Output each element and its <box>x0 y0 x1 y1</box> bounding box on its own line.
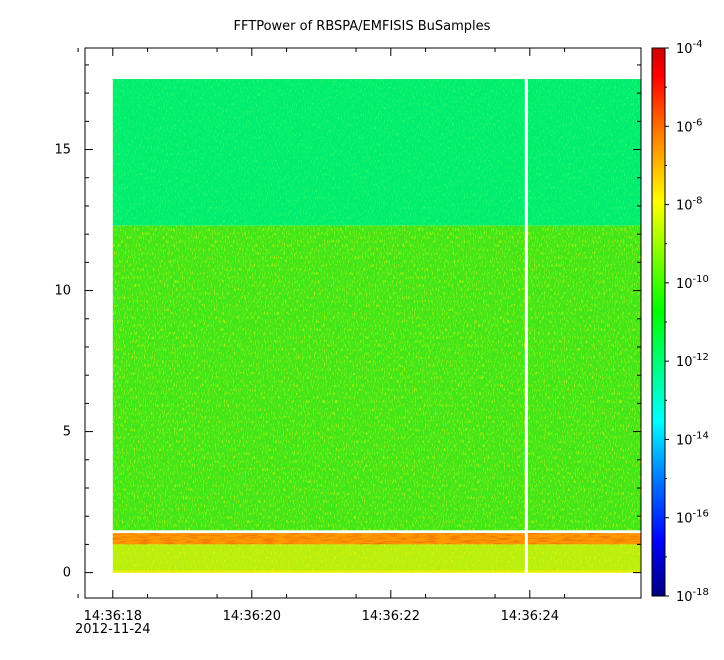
colorbar-tick-exponent: -10 <box>693 274 709 285</box>
colorbar-tick-exponent: -4 <box>693 39 703 50</box>
colorbar-tick-label: 10-16 <box>676 509 709 527</box>
colorbar-tick-label: 10-18 <box>676 587 709 605</box>
colorbar-tick-exponent: -8 <box>693 196 703 207</box>
heatmap-band-texture <box>112 544 641 573</box>
colorbar-tick-base: 10 <box>676 42 693 57</box>
colorbar-tick-base: 10 <box>676 433 693 448</box>
y-tick-label: 5 <box>63 425 71 440</box>
y-tick-label: 10 <box>54 284 71 299</box>
heatmap-band-texture <box>112 225 641 531</box>
colorbar-tick-base: 10 <box>676 277 693 292</box>
colorbar-tick-exponent: -16 <box>693 509 709 520</box>
heatmap-band-texture <box>112 533 641 545</box>
colorbar-tick-label: 10-4 <box>676 39 703 57</box>
spectrogram-heatmap <box>112 79 641 573</box>
y-tick-label: 0 <box>63 566 71 581</box>
plot-area <box>85 48 641 598</box>
colorbar-tick-exponent: -12 <box>693 352 709 363</box>
heatmap-band-texture <box>112 79 641 226</box>
colorbar-tick-label: 10-10 <box>676 274 709 292</box>
colorbar-tick-base: 10 <box>676 590 693 605</box>
colorbar-tick-label: 10-8 <box>676 196 703 214</box>
chart-title: FFTPower of RBSPA/EMFISIS BuSamples <box>234 19 491 34</box>
x-tick-label: 14:36:24 <box>501 609 559 624</box>
y-axis: 0 5 10 15 <box>54 64 641 581</box>
x-tick-label: 14:36:22 <box>362 609 420 624</box>
colorbar-tick-base: 10 <box>676 512 693 527</box>
colorbar-tick-label: 10-12 <box>676 352 709 370</box>
colorbar-gradient <box>651 47 666 597</box>
colorbar-tick-base: 10 <box>676 199 693 214</box>
x-tick-label: 14:36:20 <box>223 609 281 624</box>
colorbar-tick-exponent: -6 <box>693 117 703 128</box>
y-tick-label: 15 <box>54 143 71 158</box>
colorbar-tick-exponent: -14 <box>693 430 709 441</box>
plot-frame <box>84 47 642 599</box>
colorbar-tick-label: 10-6 <box>676 117 703 135</box>
colorbar-tick-base: 10 <box>676 120 693 135</box>
x-tick-sublabel: 2012-11-24 <box>75 622 151 637</box>
colorbar-tick-exponent: -18 <box>693 587 709 598</box>
colorbar-tick-base: 10 <box>676 355 693 370</box>
colorbar-tick-label: 10-14 <box>676 430 709 448</box>
x-tick-label: 14:36:18 <box>84 609 142 624</box>
heatmap-bottom-edge <box>112 570 641 573</box>
data-gap <box>524 79 528 573</box>
